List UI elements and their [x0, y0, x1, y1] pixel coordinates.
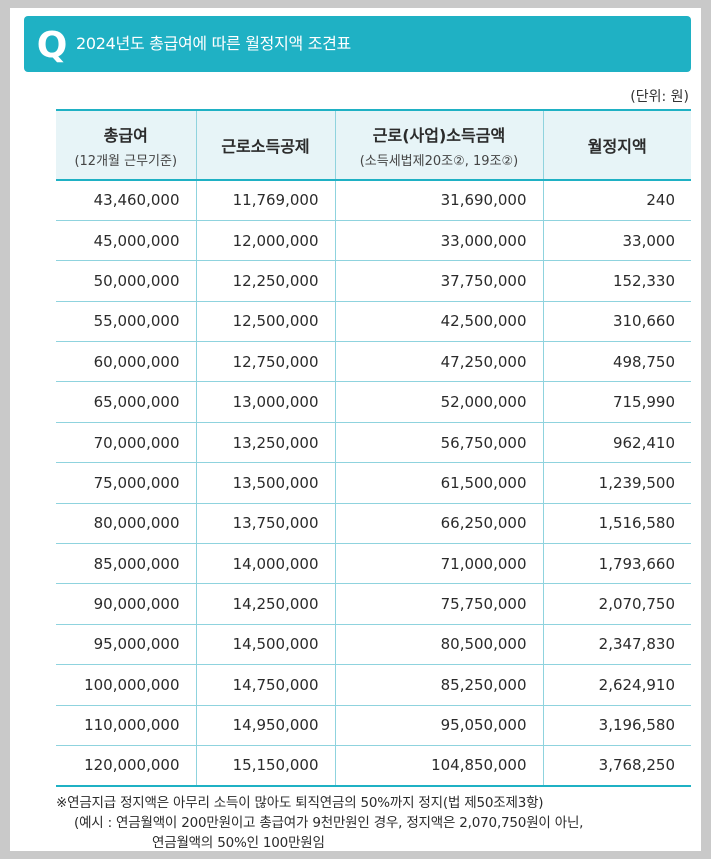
column-header-earned-income-deduction: 근로소득공제	[195, 109, 336, 181]
table-cell: 61,500,000	[334, 462, 544, 504]
table-cell: 3,768,250	[542, 745, 691, 787]
table-cell: 12,500,000	[195, 301, 336, 343]
table-cell: 310,660	[542, 301, 691, 343]
table-cell: 60,000,000	[56, 341, 197, 383]
table-row: 75,000,000 13,500,000 61,500,000 1,239,500	[56, 462, 691, 504]
table-row: 90,000,000 14,250,000 75,750,000 2,070,750	[56, 583, 691, 625]
table-cell: 14,250,000	[195, 583, 336, 625]
table-cell: 498,750	[542, 341, 691, 383]
q-badge-letter: Q	[36, 25, 68, 66]
table-row: 80,000,000 13,750,000 66,250,000 1,516,580	[56, 503, 691, 545]
page-sheet: Q 2024년도 총급여에 따른 월정지액 조견표 (단위: 원) 총급여 (1…	[10, 8, 701, 851]
table-header-row: 총급여 (12개월 근무기준) 근로소득공제 근로(사업)소득금액 (소득세법제…	[56, 109, 691, 181]
table-row: 60,000,000 12,750,000 47,250,000 498,750	[56, 341, 691, 383]
table-cell: 50,000,000	[56, 260, 197, 302]
column-header-label: 총급여	[103, 125, 148, 145]
table-cell: 52,000,000	[334, 381, 544, 423]
table-cell: 962,410	[542, 422, 691, 464]
table-cell: 2,624,910	[542, 664, 691, 706]
table-cell: 13,500,000	[195, 462, 336, 504]
table-row: 55,000,000 12,500,000 42,500,000 310,660	[56, 301, 691, 343]
table-cell: 110,000,000	[56, 705, 197, 746]
footnote-example: (예시 : 연금월액이 200만원이고 총급여가 9천만원인 경우, 정지액은 …	[74, 815, 584, 831]
table-row: 45,000,000 12,000,000 33,000,000 33,000	[56, 220, 691, 262]
q-badge-circle: Q	[24, 16, 80, 72]
table-row: 95,000,000 14,500,000 80,500,000 2,347,830	[56, 624, 691, 666]
table-cell: 3,196,580	[542, 705, 691, 746]
table-cell: 13,000,000	[195, 381, 336, 423]
table-cell: 42,500,000	[334, 301, 544, 343]
footnote: ※연금지급 정지액은 아무리 소득이 많아도 퇴직연금의 50%까지 정지(법 …	[56, 793, 696, 853]
table-cell: 1,516,580	[542, 503, 691, 545]
column-header-monthly-suspension: 월정지액	[542, 109, 691, 181]
table-body: 43,460,000 11,769,000 31,690,000 240 45,000,…	[56, 180, 691, 787]
unit-label: (단위: 원)	[630, 89, 689, 105]
table-row: 100,000,000 14,750,000 85,250,000 2,624,910	[56, 664, 691, 706]
table-cell: 12,250,000	[195, 260, 336, 302]
table-cell: 2,347,830	[542, 624, 691, 666]
table-cell: 12,000,000	[195, 220, 336, 262]
table-cell: 95,000,000	[56, 624, 197, 666]
table-row: 120,000,000 15,150,000 104,850,000 3,768,25…	[56, 745, 691, 787]
table-cell: 31,690,000	[334, 180, 544, 221]
table-row: 70,000,000 13,250,000 56,750,000 962,410	[56, 422, 691, 464]
table-cell: 12,750,000	[195, 341, 336, 383]
table-cell: 80,000,000	[56, 503, 197, 545]
table-cell: 100,000,000	[56, 664, 197, 706]
column-header-label: 월정지액	[587, 137, 647, 156]
column-header-sublabel: (12개월 근무기준)	[74, 153, 178, 169]
page-title: 2024년도 총급여에 따른 월정지액 조견표	[76, 34, 351, 53]
table-cell: 37,750,000	[334, 260, 544, 302]
table-cell: 85,000,000	[56, 543, 197, 585]
table-cell: 2,070,750	[542, 583, 691, 625]
lookup-table: 총급여 (12개월 근무기준) 근로소득공제 근로(사업)소득금액 (소득세법제…	[56, 109, 691, 787]
table-cell: 14,000,000	[195, 543, 336, 585]
table-cell: 1,793,660	[542, 543, 691, 585]
table-row: 110,000,000 14,950,000 95,050,000 3,196,580	[56, 705, 691, 746]
table-cell: 85,250,000	[334, 664, 544, 706]
table-cell: 104,850,000	[334, 745, 544, 787]
table-cell: 13,250,000	[195, 422, 336, 464]
table-cell: 152,330	[542, 260, 691, 302]
table-row: 50,000,000 12,250,000 37,750,000 152,330	[56, 260, 691, 302]
table-cell: 95,050,000	[334, 705, 544, 746]
table-cell: 75,000,000	[56, 462, 197, 504]
table-cell: 66,250,000	[334, 503, 544, 545]
table-cell: 33,000	[542, 220, 691, 262]
table-cell: 55,000,000	[56, 301, 197, 343]
table-cell: 71,000,000	[334, 543, 544, 585]
column-header-total-salary: 총급여 (12개월 근무기준)	[56, 109, 197, 181]
table-cell: 80,500,000	[334, 624, 544, 666]
table-cell: 13,750,000	[195, 503, 336, 545]
table-cell: 15,150,000	[195, 745, 336, 787]
table-cell: 70,000,000	[56, 422, 197, 464]
table-row: 65,000,000 13,000,000 52,000,000 715,990	[56, 381, 691, 423]
table-cell: 65,000,000	[56, 381, 197, 423]
table-cell: 33,000,000	[334, 220, 544, 262]
column-header-earned-income-amount: 근로(사업)소득금액 (소득세법제20조②, 19조②)	[334, 109, 544, 181]
table-cell: 45,000,000	[56, 220, 197, 262]
table-cell: 1,239,500	[542, 462, 691, 504]
table-cell: 75,750,000	[334, 583, 544, 625]
table-cell: 14,950,000	[195, 705, 336, 746]
table-row: 43,460,000 11,769,000 31,690,000 240	[56, 180, 691, 221]
table-cell: 90,000,000	[56, 583, 197, 625]
column-header-label: 근로(사업)소득금액	[372, 125, 506, 145]
header-bar	[24, 16, 691, 72]
column-header-label: 근로소득공제	[221, 137, 310, 156]
table-row: 85,000,000 14,000,000 71,000,000 1,793,660	[56, 543, 691, 585]
footnote-line: ※연금지급 정지액은 아무리 소득이 많아도 퇴직연금의 50%까지 정지(법 …	[56, 795, 544, 811]
table-cell: 715,990	[542, 381, 691, 423]
table-cell: 47,250,000	[334, 341, 544, 383]
table-cell: 43,460,000	[56, 180, 197, 221]
table-cell: 240	[542, 180, 691, 221]
table-cell: 14,500,000	[195, 624, 336, 666]
table-cell: 56,750,000	[334, 422, 544, 464]
column-header-sublabel: (소득세법제20조②, 19조②)	[359, 153, 519, 169]
table-cell: 14,750,000	[195, 664, 336, 706]
table-cell: 11,769,000	[195, 180, 336, 221]
table-cell: 120,000,000	[56, 745, 197, 787]
footnote-example-continued: 연금월액의 50%인 100만원임	[152, 835, 325, 851]
